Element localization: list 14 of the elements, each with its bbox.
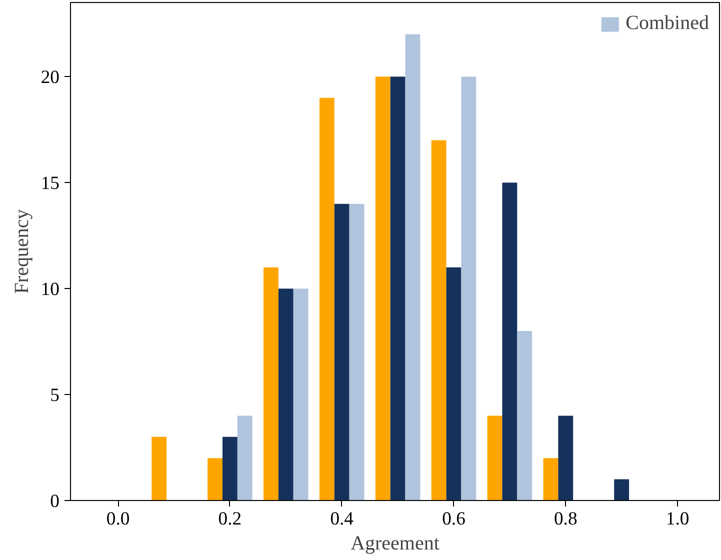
x-tick-label: 0.0 (106, 508, 130, 530)
y-tick-label: 10 (40, 279, 60, 300)
x-tick-label: 0.6 (442, 508, 466, 530)
x-tick-label: 0.8 (554, 508, 578, 530)
y-tick-label: 0 (50, 491, 60, 512)
y-tick-label: 20 (40, 67, 60, 88)
x-tick-label: 0.2 (218, 508, 242, 530)
y-tick-label: 5 (50, 385, 60, 406)
x-tick-label: 0.4 (330, 508, 354, 530)
x-axis-title: Agreement (350, 532, 440, 554)
y-axis-title: Frequency (10, 209, 33, 294)
legend-label: Combined (626, 12, 709, 35)
y-tick-label: 15 (40, 173, 60, 194)
x-tick-label: 1.0 (666, 508, 690, 530)
